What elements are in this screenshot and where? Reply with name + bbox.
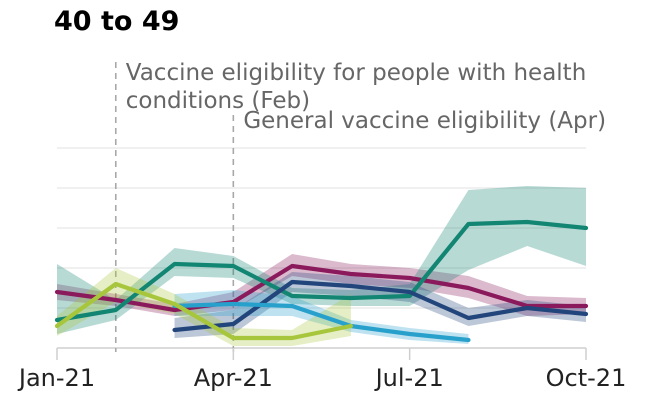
series-lines bbox=[54, 219, 589, 343]
annotation-label: conditions (Feb) bbox=[126, 88, 310, 114]
annotation-lines bbox=[114, 62, 235, 352]
series-line bbox=[54, 219, 589, 323]
chart-title: 40 to 49 bbox=[54, 6, 180, 37]
series-line bbox=[54, 263, 589, 313]
x-tick-label: Jul-21 bbox=[374, 364, 444, 392]
series-line bbox=[172, 279, 589, 333]
x-tick-label: Apr-21 bbox=[194, 364, 273, 392]
annotation-labels: Vaccine eligibility for people with heal… bbox=[126, 60, 606, 134]
x-tick-label: Jan-21 bbox=[17, 364, 95, 392]
series-line bbox=[54, 281, 353, 341]
x-axis: Jan-21 Apr-21 Jul-21 Oct-21 bbox=[17, 348, 626, 392]
annotation-label: Vaccine eligibility for people with heal… bbox=[126, 60, 587, 86]
annotation-label: General vaccine eligibility (Apr) bbox=[243, 108, 606, 134]
series-line bbox=[172, 301, 471, 343]
confidence-band bbox=[57, 186, 586, 334]
confidence-bands bbox=[57, 186, 587, 346]
x-tick-label: Oct-21 bbox=[546, 364, 627, 392]
